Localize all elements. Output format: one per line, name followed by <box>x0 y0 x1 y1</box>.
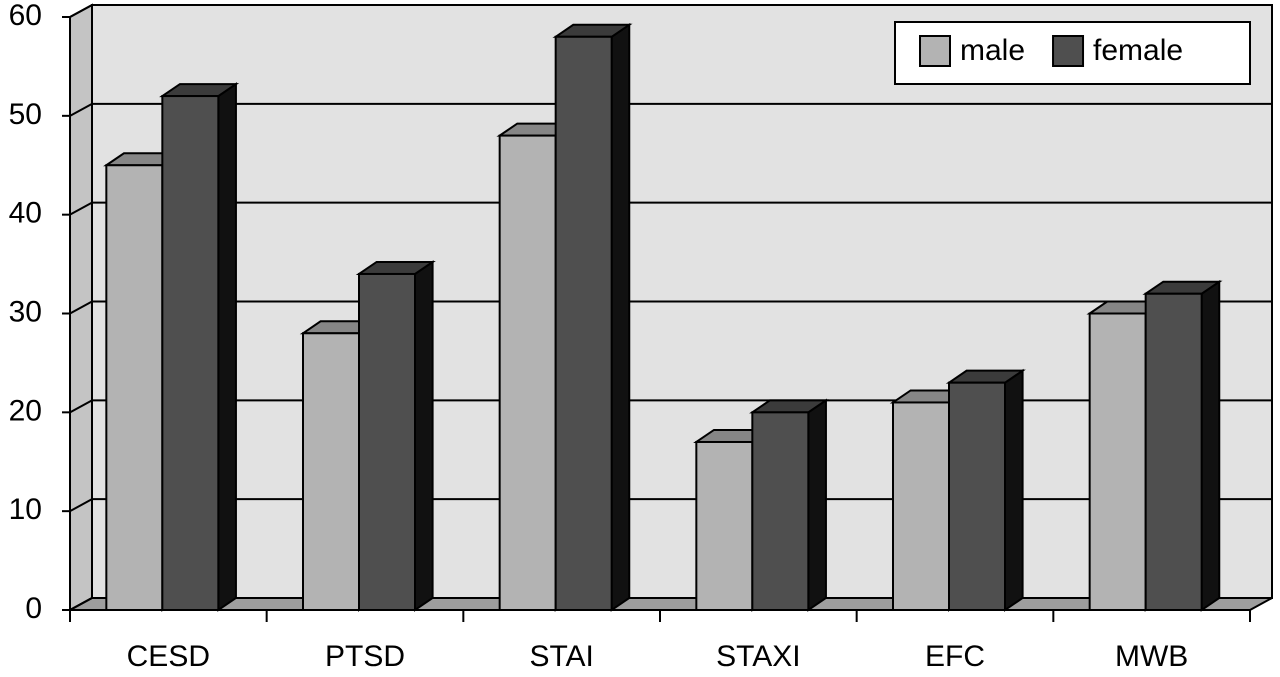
bar <box>302 332 360 611</box>
grid-line <box>69 300 1272 315</box>
y-tick-label: 10 <box>9 493 42 526</box>
bar <box>751 411 810 612</box>
bar <box>892 401 950 612</box>
y-tick-label: 50 <box>9 98 42 131</box>
bar-side <box>1200 279 1221 612</box>
legend-label: female <box>1093 34 1183 67</box>
bar <box>695 440 754 611</box>
bar-side <box>217 82 237 612</box>
bar <box>554 35 613 612</box>
bar-side <box>610 22 631 612</box>
bar <box>105 164 164 611</box>
grid-line <box>69 102 1272 117</box>
bar-side <box>1004 368 1024 612</box>
y-tick-label: 40 <box>9 197 42 230</box>
grid-line <box>69 4 1272 18</box>
bar-side <box>414 260 434 612</box>
legend-label: male <box>960 34 1025 67</box>
x-tick-label: PTSD <box>325 640 405 672</box>
bar <box>1144 292 1203 611</box>
bar <box>948 381 1006 611</box>
y-tick-label: 60 <box>9 0 42 32</box>
x-tick-label: EFC <box>925 640 985 672</box>
x-tick-label: STAXI <box>716 640 800 672</box>
x-tick-label: CESD <box>127 640 210 672</box>
y-tick-label: 20 <box>9 394 42 427</box>
legend-swatch <box>1052 35 1085 67</box>
grid-line <box>69 597 1272 611</box>
bar <box>1088 312 1147 611</box>
legend-swatch <box>919 35 951 67</box>
x-tick-label: STAI <box>529 640 593 672</box>
bar <box>358 272 416 611</box>
grid-line <box>69 201 1272 216</box>
bar <box>498 134 557 611</box>
bar <box>161 95 220 612</box>
bar-side <box>807 398 827 612</box>
x-tick-label: MWB <box>1115 640 1188 672</box>
grid-line <box>69 399 1272 414</box>
grid-line <box>69 498 1272 513</box>
y-tick-label: 30 <box>9 295 42 328</box>
y-tick-label: 0 <box>25 592 42 625</box>
